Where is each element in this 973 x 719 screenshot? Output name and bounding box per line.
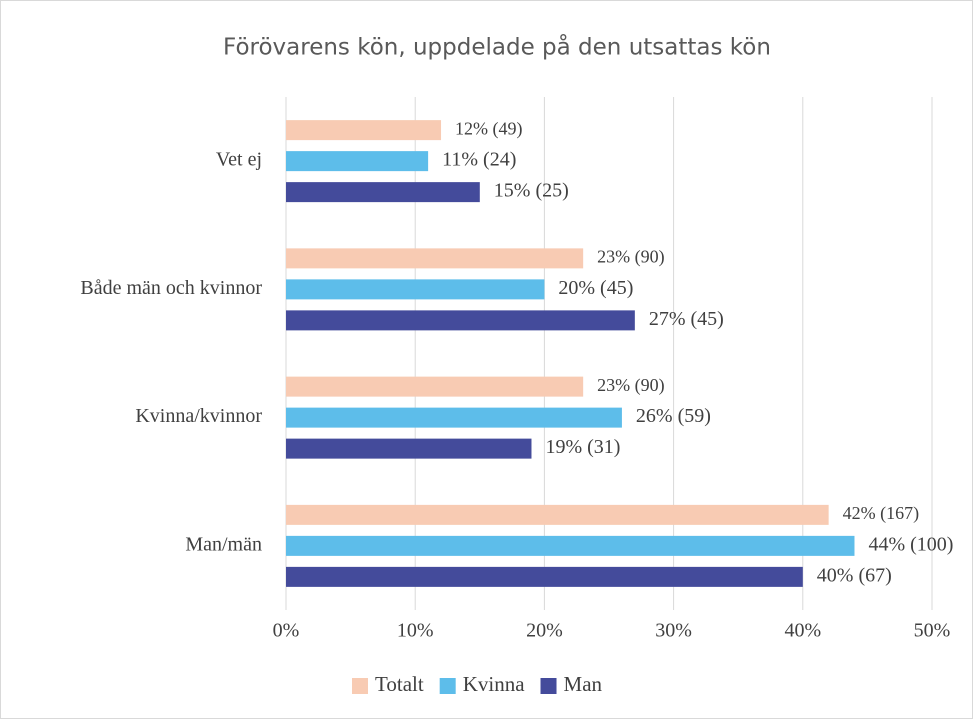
bar — [286, 120, 442, 141]
value-label: 40% (67) — [817, 564, 892, 586]
legend-label: Man — [564, 672, 603, 696]
x-tick-label: 0% — [273, 620, 300, 642]
value-label: 42% (167) — [843, 503, 919, 524]
value-label: 19% (31) — [545, 436, 620, 458]
value-label: 20% (45) — [558, 277, 633, 299]
value-label: 44% (100) — [868, 533, 953, 555]
bar — [286, 535, 855, 556]
legend-label: Totalt — [375, 672, 424, 696]
bar — [286, 310, 635, 331]
value-label: 12% (49) — [455, 118, 522, 139]
legend-swatch — [439, 678, 456, 694]
legend-label: Kvinna — [463, 672, 526, 696]
bar — [286, 151, 429, 172]
y-tick-label: Kvinna/kvinnor — [135, 405, 262, 427]
value-label: 11% (24) — [442, 149, 516, 171]
bar — [286, 279, 545, 300]
bar — [286, 407, 622, 428]
y-tick-label: Man/män — [185, 533, 262, 555]
bar — [286, 248, 584, 269]
value-label: 23% (90) — [597, 375, 664, 396]
bar — [286, 504, 829, 525]
value-label: 27% (45) — [649, 308, 724, 330]
x-tick-label: 10% — [397, 620, 434, 642]
legend-swatch — [352, 678, 368, 694]
bar — [286, 438, 532, 459]
bar — [286, 376, 584, 397]
x-tick-label: 50% — [914, 620, 951, 642]
value-label: 23% (90) — [597, 247, 664, 268]
bar — [286, 566, 803, 587]
y-tick-label: Vet ej — [216, 149, 262, 171]
bar — [286, 182, 480, 203]
chart-title: Förövarens kön, uppdelade på den utsatta… — [223, 33, 771, 61]
y-tick-label: Både män och kvinnor — [80, 277, 262, 299]
value-label: 26% (59) — [636, 405, 711, 427]
legend-swatch — [540, 678, 557, 694]
x-tick-label: 30% — [655, 620, 692, 642]
value-label: 15% (25) — [494, 180, 569, 202]
x-tick-label: 40% — [784, 620, 821, 642]
x-tick-label: 20% — [526, 620, 563, 642]
